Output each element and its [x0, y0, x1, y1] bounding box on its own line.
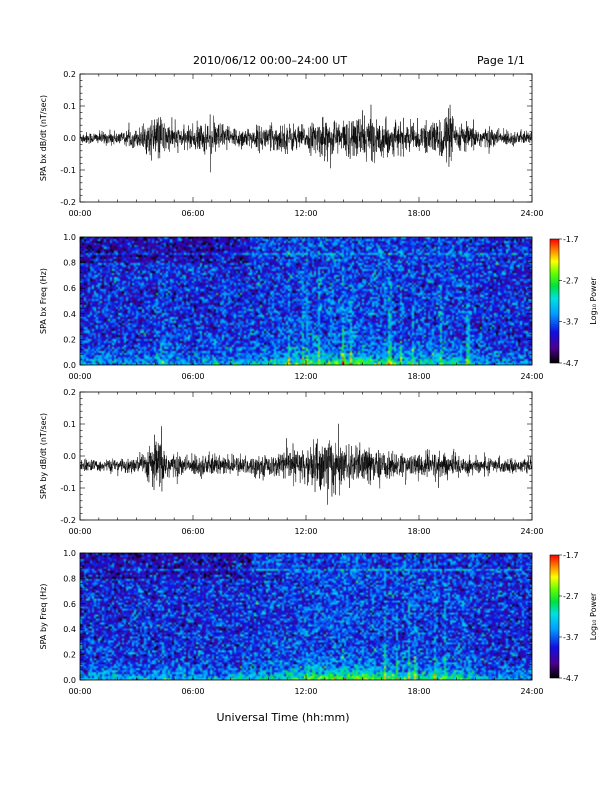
- colorbar-tick-label: -2.7: [563, 592, 579, 601]
- y-tick-label: 0.8: [63, 574, 76, 583]
- y-tick-label: 0.2: [63, 70, 76, 79]
- y-tick-label: -0.1: [60, 484, 76, 493]
- y-tick-label: 0.1: [63, 102, 76, 111]
- y-tick-label: -0.1: [60, 166, 76, 175]
- colorbar-tick-label: -4.7: [563, 674, 579, 683]
- x-tick-label: 00:00: [68, 209, 91, 218]
- panel-1: 00:00 06:00 12:00 18:00 24:00 -0.2 -0.1 0.0 0.1 0…: [39, 70, 544, 218]
- y-axis-label: SPA bx Freq (Hz): [39, 268, 48, 334]
- y-tick-label: 0.4: [63, 625, 76, 634]
- colorbar-tick-label: -3.7: [563, 633, 579, 642]
- series-trace: [79, 104, 533, 173]
- x-axis-label: Universal Time (hh:mm): [217, 711, 350, 724]
- x-tick-label: 06:00: [181, 209, 204, 218]
- x-tick-label: 18:00: [407, 527, 430, 536]
- colorbar-tick-label: -4.7: [563, 359, 579, 368]
- y-tick-label: 0.0: [63, 452, 76, 461]
- y-tick-label: 0.2: [63, 335, 76, 344]
- y-tick-label: 0.2: [63, 651, 76, 660]
- y-tick-label: 0.4: [63, 310, 76, 319]
- x-tick-label: 00:00: [68, 687, 91, 696]
- y-tick-label: 0.0: [63, 361, 76, 370]
- colorbar-tick-label: -2.7: [563, 276, 579, 285]
- y-tick-label: 0.0: [63, 676, 76, 685]
- x-tick-label: 18:00: [407, 687, 430, 696]
- y-tick-label: 0.1: [63, 420, 76, 429]
- colorbar: [549, 554, 560, 679]
- x-tick-label: 06:00: [181, 372, 204, 381]
- x-tick-label: 18:00: [407, 209, 430, 218]
- x-tick-label: 06:00: [181, 687, 204, 696]
- colorbar-label: Log₁₀ Power: [589, 277, 598, 325]
- y-tick-label: 0.6: [63, 284, 76, 293]
- x-tick-label: 12:00: [294, 372, 317, 381]
- x-tick-label: 24:00: [520, 209, 543, 218]
- x-tick-label: 24:00: [520, 527, 543, 536]
- x-tick-label: 12:00: [294, 209, 317, 218]
- series-trace: [79, 423, 533, 505]
- x-tick-label: 18:00: [407, 372, 430, 381]
- y-tick-label: 0.2: [63, 388, 76, 397]
- colorbar-tick-label: -1.7: [563, 551, 579, 560]
- y-axis-label: SPA by dB/dt (nT/sec): [39, 413, 48, 499]
- colorbar: [549, 238, 560, 364]
- y-axis-label: SPA by Freq (Hz): [39, 584, 48, 650]
- figure-title: 2010/06/12 00:00–24:00 UT: [193, 54, 348, 67]
- x-tick-label: 00:00: [68, 527, 91, 536]
- y-tick-label: 1.0: [63, 549, 76, 558]
- x-tick-label: 00:00: [68, 372, 91, 381]
- spectrogram-image: [80, 237, 532, 365]
- colorbar-label: Log₁₀ Power: [589, 592, 598, 640]
- panel-3: 00:00 06:00 12:00 18:00 24:00 -0.2 -0.1 0.0 0.1 0…: [39, 388, 544, 536]
- page-indicator: Page 1/1: [477, 54, 525, 67]
- x-tick-label: 12:00: [294, 687, 317, 696]
- y-tick-label: -0.2: [60, 516, 76, 525]
- x-tick-label: 24:00: [520, 687, 543, 696]
- spectrogram-image: [80, 553, 532, 680]
- y-tick-label: 0.8: [63, 259, 76, 268]
- x-tick-label: 24:00: [520, 372, 543, 381]
- panel-4: -1.7 -2.7 -3.7 -4.7 Log₁₀ Power 00:00 06:00 12:…: [39, 549, 598, 696]
- y-tick-label: 0.6: [63, 600, 76, 609]
- panel-2: -1.7 -2.7 -3.7 -4.7 Log₁₀ Power 00:00 06:00 12:…: [39, 233, 598, 381]
- x-tick-label: 06:00: [181, 527, 204, 536]
- y-axis-label: SPA bx dB/dt (nT/sec): [39, 95, 48, 181]
- y-tick-label: 0.0: [63, 134, 76, 143]
- x-tick-label: 12:00: [294, 527, 317, 536]
- y-tick-label: 1.0: [63, 233, 76, 242]
- y-tick-label: -0.2: [60, 198, 76, 207]
- colorbar-tick-label: -1.7: [563, 235, 579, 244]
- colorbar-tick-label: -3.7: [563, 318, 579, 327]
